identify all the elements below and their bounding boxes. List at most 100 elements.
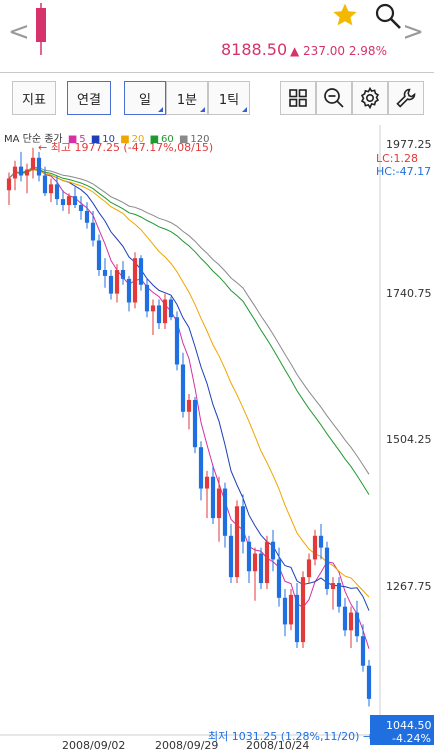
legend-item-120: ■ [178,134,189,145]
gear-icon [360,87,380,109]
candle-body [312,535,318,560]
low-annotation: 최저 1031.25 (1.28%,11/20) → [208,730,372,743]
candlestick-chart[interactable]: 1977.25 1740.75 1504.25 1267.75 LC:1.28 … [0,125,434,753]
candle-body [114,269,120,294]
candle-body [306,559,312,578]
indicator-label: 지표 [22,92,46,108]
ma-legend: MA 단순 종가 ■ 5 ■ 10 ■ 20 ■ 60 ■ 120 [4,130,212,145]
candle-body [270,541,276,560]
candle-body [276,559,282,598]
candle-body [168,299,174,318]
legend-label: 120 [190,134,210,145]
y-tick-label: 1740.75 [386,287,432,300]
star-favorite-icon[interactable] [332,2,358,28]
link-button[interactable]: 연결 [67,81,111,115]
settings-button[interactable] [352,81,388,115]
period-day-button[interactable]: 일 [124,81,166,115]
layout-grid-button[interactable] [280,81,316,115]
candle-body [282,597,288,625]
link-label: 연결 [77,92,101,108]
period-tick-label: 1틱 [218,92,240,108]
candle-body [36,157,42,176]
current-price: 8188.50 [221,40,288,59]
indicator-button[interactable]: 지표 [12,81,56,115]
candle-body [354,612,360,637]
last-price-label: 1044.50 [386,719,432,732]
lc-label: LC:1.28 [376,152,418,165]
search-icon[interactable] [374,2,402,30]
candle-body [366,665,372,699]
candle-body [90,222,96,241]
candle-body [324,547,330,589]
candle-body [198,447,204,489]
candle-body [300,577,306,643]
candle-body [66,196,72,206]
next-arrow-icon[interactable]: > [402,17,424,47]
legend-item-20: ■ [120,134,130,145]
legend-label: 5 [79,134,86,145]
candle-body [18,166,24,176]
period-day-label: 일 [139,92,151,108]
candle-body [294,594,300,643]
candle-body [264,541,270,584]
legend-item-10: ■ [90,134,101,145]
candle-body [144,284,150,312]
candle-body [132,258,138,303]
candle-body [96,240,102,270]
candle-body [330,583,336,589]
x-tick-label: 2008/10/24 [246,739,309,752]
zoom-out-button[interactable] [316,81,352,115]
legend-label: 20 [131,134,145,145]
candle-body [348,612,354,631]
price-change: ▲ 237.00 2.98% [290,44,387,58]
zoom-out-icon [324,88,344,108]
candle-body [180,364,186,412]
candle-body [84,210,90,223]
candle-body [222,488,228,536]
candle-body [186,399,192,412]
candle-body [12,166,18,179]
wrench-icon [396,88,416,108]
candle-body [210,476,216,519]
tools-button[interactable] [388,81,424,115]
candle-body [342,606,348,631]
candles-group [6,147,372,707]
candle-body [234,506,240,578]
ma-line-120 [8,166,370,475]
x-tick-label: 2008/09/29 [155,739,218,752]
candle-body [252,553,258,572]
period-minute-label: 1분 [176,92,198,108]
y-tick-label: 1504.25 [386,433,432,446]
candle-body [126,278,132,303]
candle-body [228,535,234,578]
period-minute-button[interactable]: 1분 [166,81,208,115]
legend-title: MA 단순 종가 [4,134,63,145]
candle-body [42,175,48,194]
candle-body [240,506,246,542]
last-change-label: -4.24% [392,732,431,745]
candle-body [78,205,84,211]
legend-label: 10 [102,134,116,145]
dropdown-corner-icon [242,107,247,112]
period-tick-button[interactable]: 1틱 [208,81,250,115]
candle-body [318,535,324,548]
candle-body [150,305,156,312]
candle-body [258,553,264,584]
candle-body [30,157,36,170]
candle-body [246,541,252,572]
candle-body [72,196,78,206]
ma-line-60 [8,168,370,495]
dropdown-corner-icon [200,107,205,112]
candle-body [102,269,108,276]
legend-label: 60 [161,134,174,145]
previous-arrow-icon[interactable]: < [8,17,30,47]
candle-body [192,399,198,448]
hc-label: HC:-47.17 [376,165,431,178]
chart-toolbar: 지표 연결 일 1분 1틱 [0,73,434,125]
candle-body [336,583,342,607]
candle-body [138,258,144,285]
ma-line-20 [8,169,370,598]
candle-body [156,305,162,324]
candle-body [120,269,126,279]
candle-body [48,184,54,194]
